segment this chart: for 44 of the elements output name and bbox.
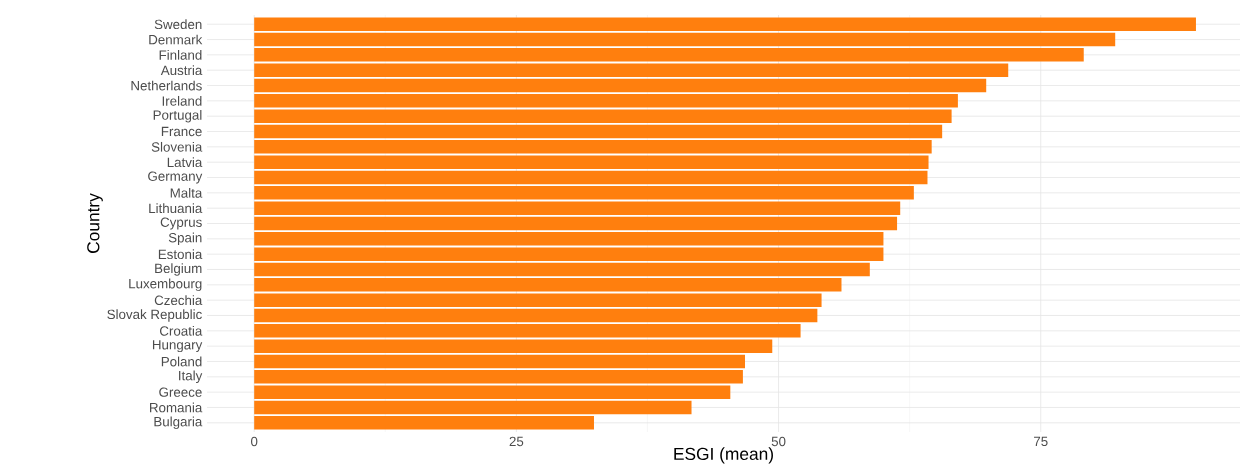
bar bbox=[254, 170, 928, 185]
y-tick-label: Cyprus bbox=[160, 217, 202, 230]
x-tick-label: 25 bbox=[509, 436, 524, 447]
y-tick-label: Ireland bbox=[162, 95, 202, 106]
y-tick-label: Finland bbox=[159, 49, 202, 60]
y-tick-label: Netherlands bbox=[131, 80, 202, 91]
y-tick-label: Malta bbox=[170, 187, 203, 198]
y-tick-label: Slovak Republic bbox=[107, 309, 202, 322]
y-tick-label: Bulgaria bbox=[154, 416, 203, 430]
y-tick-label: Croatia bbox=[159, 325, 203, 336]
x-axis-title: ESGI (mean) bbox=[674, 447, 773, 464]
y-tick-label: Italy bbox=[179, 370, 203, 384]
y-tick-label: Estonia bbox=[158, 249, 203, 260]
y-tick-label: France bbox=[161, 126, 202, 137]
y-tick-label: Czechia bbox=[154, 295, 203, 306]
y-tick-label: Portugal bbox=[153, 109, 202, 123]
y-tick-label: Germany bbox=[148, 171, 203, 184]
bar bbox=[254, 17, 1196, 31]
bar bbox=[254, 416, 594, 430]
y-tick-label: Lithuania bbox=[149, 203, 203, 214]
bar bbox=[254, 400, 692, 415]
bar bbox=[254, 308, 818, 323]
y-tick-label: Latvia bbox=[167, 157, 203, 168]
y-tick-label: Denmark bbox=[149, 34, 203, 45]
y-tick-label: Poland bbox=[161, 356, 202, 367]
bar bbox=[254, 124, 943, 139]
y-axis-title: Country bbox=[87, 193, 103, 253]
x-tick-label: 0 bbox=[251, 436, 258, 447]
y-tick-label: Hungary bbox=[152, 340, 203, 353]
y-tick-label: Sweden bbox=[154, 19, 202, 30]
x-tick-label: 50 bbox=[771, 436, 786, 447]
bar bbox=[254, 78, 987, 93]
y-tick-label: Austria bbox=[160, 65, 203, 76]
bar bbox=[254, 354, 746, 369]
y-tick-label: Slovenia bbox=[151, 141, 203, 152]
y-tick-label: Romania bbox=[150, 402, 203, 413]
y-tick-label: Luxembourg bbox=[129, 278, 202, 292]
y-tick-label: Spain bbox=[168, 232, 202, 246]
y-tick-label: Belgium bbox=[155, 263, 202, 276]
bar bbox=[254, 32, 1116, 47]
bar bbox=[254, 216, 898, 231]
bar bbox=[254, 262, 870, 277]
y-tick-label: Greece bbox=[159, 387, 202, 397]
x-tick-label: 75 bbox=[1034, 436, 1048, 447]
